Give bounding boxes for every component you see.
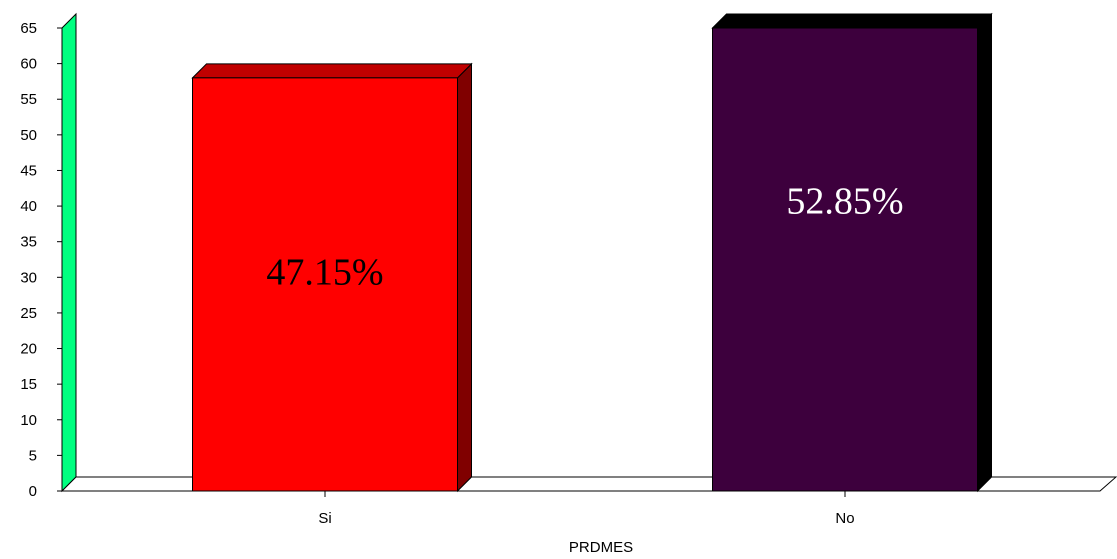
y-tick-label: 5	[29, 447, 37, 464]
bar-front-face	[192, 77, 458, 492]
side-wall-face	[61, 12, 77, 493]
y-tick-label: 50	[20, 127, 37, 144]
chart-wall	[61, 12, 77, 493]
y-tick-label: 15	[20, 376, 37, 393]
y-tick-label: 30	[20, 269, 37, 286]
y-tick-label: 10	[20, 412, 37, 429]
y-tick-label: 0	[29, 483, 37, 500]
y-tick-label: 55	[20, 91, 37, 108]
y-tick-label: 60	[20, 56, 37, 73]
bars: 47.15% 52.85%	[191, 12, 993, 493]
y-tick-label: 40	[20, 198, 37, 215]
y-tick-label: 20	[20, 341, 37, 358]
bar-top-face	[191, 63, 473, 79]
bar-front-face	[712, 27, 978, 492]
data-label: 47.15%	[266, 251, 383, 293]
bar-side-face	[977, 12, 992, 493]
bar-top-face	[711, 13, 993, 29]
x-tick-label: Si	[318, 510, 331, 527]
y-tick-label: 65	[20, 20, 37, 37]
y-tick-label: 25	[20, 305, 37, 322]
x-axis-title: PRDMES	[569, 539, 633, 554]
data-label: 52.85%	[786, 181, 903, 223]
y-axis: 0 5 10 15 20 25 30 35 40 45 50 55 60 65	[20, 20, 62, 500]
x-tick-label: No	[835, 510, 854, 527]
y-tick-label: 35	[20, 234, 37, 251]
y-tick-label: 45	[20, 162, 37, 179]
bar-si: 47.15%	[191, 62, 473, 493]
x-axis: Si No	[318, 491, 855, 527]
bar-side-face	[457, 62, 472, 493]
bar-no: 52.85%	[711, 12, 993, 493]
